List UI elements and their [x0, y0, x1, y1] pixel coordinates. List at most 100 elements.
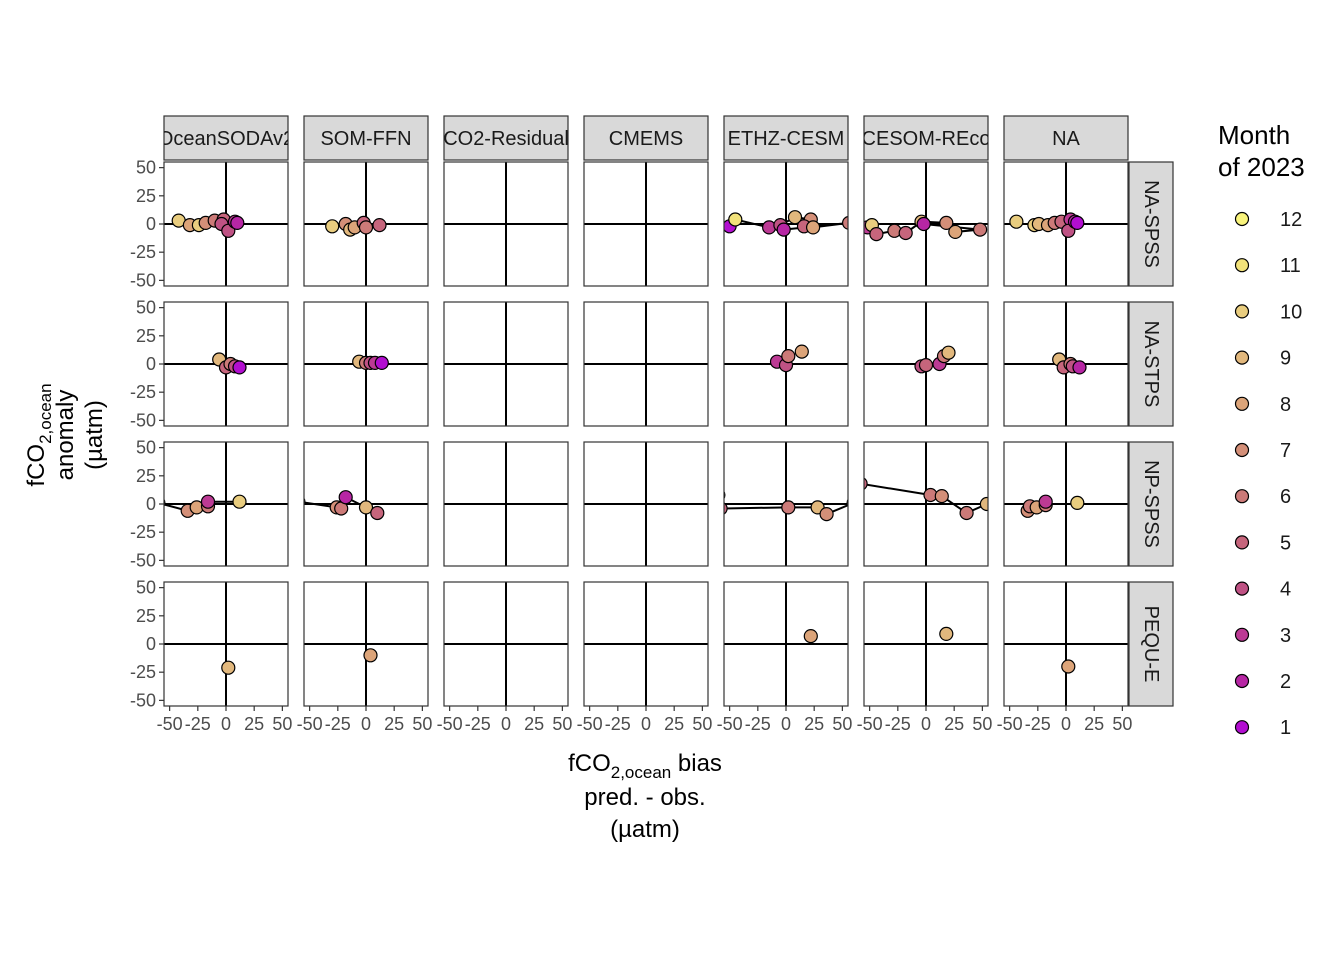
data-point: [776, 222, 791, 237]
panel-som-ffn-na-stps: [303, 301, 429, 427]
legend-key: [1234, 720, 1250, 735]
data-point: [846, 498, 848, 508]
strip-background: [1003, 115, 1129, 161]
y-tick-label: 50: [136, 298, 156, 318]
y-axis-title-line2: anomaly: [52, 390, 79, 481]
y-tick-label: -50: [130, 690, 156, 710]
x-tick-label: 0: [361, 714, 371, 734]
x-tick-label: -25: [465, 714, 491, 734]
data-point: [972, 222, 988, 237]
legend-item: 3: [1234, 625, 1291, 647]
y-axis-title-line1: fCO2,ocean: [23, 383, 55, 486]
strip-background: [1128, 581, 1174, 707]
data-point: [363, 648, 378, 663]
panel-border: [1003, 301, 1129, 427]
panel-cmems-na-stps: [583, 301, 709, 427]
x-tick-label: 25: [1084, 714, 1104, 734]
x-tick-label: 25: [944, 714, 964, 734]
x-tick-label: 0: [501, 714, 511, 734]
panel-data: [803, 628, 818, 644]
x-tick-label: -50: [577, 714, 603, 734]
x-tick-label: 50: [1112, 714, 1132, 734]
column-strip-label: ETHZ-CESM: [728, 128, 845, 150]
panel-border: [443, 301, 569, 427]
data-point: [724, 490, 726, 500]
x-tick-label: -25: [605, 714, 631, 734]
x-tick-label: -50: [997, 714, 1023, 734]
panel-cmems-pequ-e: [583, 581, 709, 707]
x-tick-label: 25: [664, 714, 684, 734]
legend-key: [1234, 211, 1250, 227]
data-point: [230, 215, 245, 230]
panel-co2-residual-np-spss: [443, 441, 569, 567]
panel-ethz-cesm-na-spss: [723, 161, 849, 287]
x-tick-label: 0: [921, 714, 931, 734]
column-strip: CMEMS: [583, 115, 709, 161]
x-tick-label: 0: [221, 714, 231, 734]
row-strip: NP-SPSS: [1128, 441, 1174, 567]
legend-item: 2: [1234, 671, 1291, 693]
panel-border: [863, 161, 989, 287]
data-point: [372, 218, 387, 233]
panel-ethz-cesm-na-stps: [723, 301, 849, 427]
legend-item: 5: [1234, 532, 1291, 554]
panel-na-na-stps: [1003, 301, 1129, 427]
x-tick-label: -50: [717, 714, 743, 734]
strip-background: [583, 115, 709, 161]
column-strip-label: CMEMS: [609, 128, 683, 150]
y-tick-label: -25: [130, 662, 156, 682]
legend-label: 9: [1280, 348, 1291, 370]
panel-data: [864, 214, 988, 242]
panel-border: [863, 301, 989, 427]
panel-data: [864, 477, 988, 521]
data-point: [1070, 215, 1085, 230]
data-point: [781, 500, 796, 515]
y-tick-label: -25: [130, 522, 156, 542]
legend-key: [1234, 396, 1250, 411]
legend-label: 6: [1280, 486, 1291, 508]
x-tick-label: 0: [781, 714, 791, 734]
panel-data: [939, 626, 954, 642]
panel-border: [723, 161, 849, 287]
column-strip-label: OceanSODAv2: [158, 128, 294, 150]
x-tick-label: 50: [692, 714, 712, 734]
month-legend: Month of 2023 12 11 10 9 8 7 6 5 4 3 2 1: [1218, 120, 1305, 739]
y-tick-label: 25: [136, 606, 156, 626]
panel-border: [863, 441, 989, 567]
legend-label: 8: [1280, 394, 1291, 416]
panel-cesom-reco-pequ-e: [863, 581, 989, 707]
panel-border: [1003, 441, 1129, 567]
x-tick-label: 25: [384, 714, 404, 734]
y-tick-label: -50: [130, 410, 156, 430]
row-strip: NA-STPS: [1128, 301, 1174, 427]
panel-cesom-reco-np-spss: [863, 441, 989, 567]
legend-title-line2: of 2023: [1218, 152, 1305, 182]
legend-item: 6: [1234, 486, 1291, 508]
y-tick-label: 0: [146, 354, 156, 374]
legend-key: [1234, 535, 1250, 550]
x-tick-label: -50: [297, 714, 323, 734]
column-strip: CESOM-REco: [862, 115, 991, 161]
y-axis-title: fCO2,ocean anomaly (µatm): [23, 383, 108, 486]
panel-data: [325, 215, 387, 237]
x-tick-label: -25: [185, 714, 211, 734]
legend-key: [1234, 304, 1250, 319]
column-strip-label: CESOM-REco: [862, 128, 991, 150]
panel-oceansodav2-na-stps: [163, 301, 289, 427]
panel-border: [723, 441, 849, 567]
x-axis-title-line3: (µatm): [610, 816, 680, 843]
legend-label: 2: [1280, 671, 1291, 693]
y-tick-label: 0: [146, 634, 156, 654]
x-axis-title-line2: pred. - obs.: [584, 784, 705, 811]
data-point: [761, 220, 777, 235]
y-tick-label: -25: [130, 242, 156, 262]
legend-key: [1234, 489, 1250, 504]
legend-item: 8: [1234, 394, 1291, 416]
data-point: [232, 360, 247, 375]
data-point: [1061, 659, 1076, 674]
legend-item: 11: [1234, 255, 1301, 277]
y-axis-ticks: -50 -25 0 25 50 -50 -25 0 25 50 -50 -25 0 25 50 -50 -25 0…: [130, 158, 164, 710]
x-tick-label: -25: [1025, 714, 1051, 734]
y-tick-label: 25: [136, 186, 156, 206]
